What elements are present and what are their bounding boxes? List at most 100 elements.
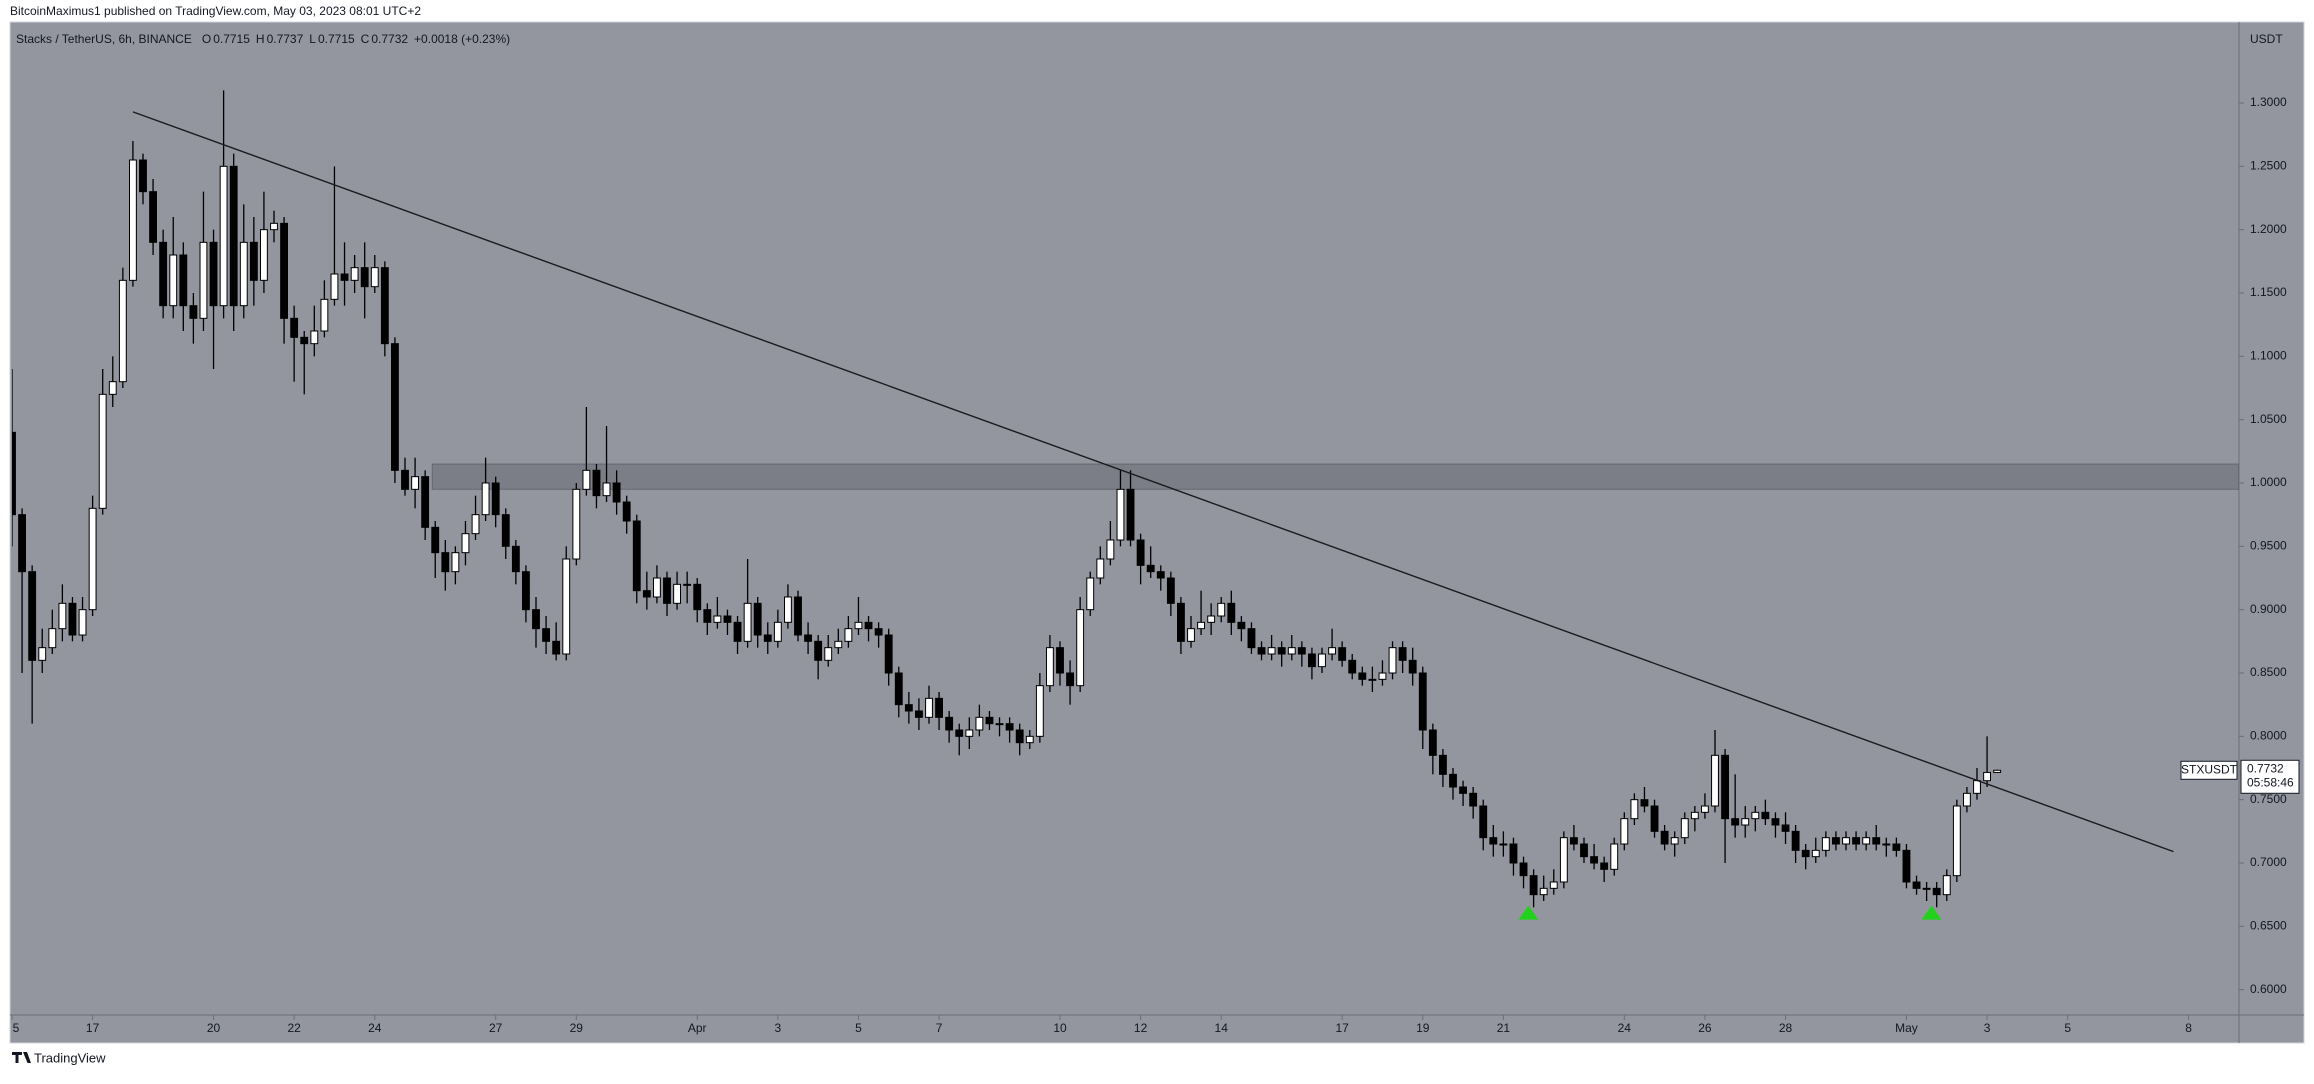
- y-tick-label: 0.7000: [2250, 855, 2287, 869]
- candle-body: [1499, 843, 1508, 846]
- candle-body: [239, 241, 248, 307]
- candle-body: [632, 520, 641, 592]
- candle-body: [1519, 862, 1528, 877]
- x-tick-label: 5: [13, 1021, 20, 1035]
- candle-body: [1630, 799, 1639, 820]
- candle-body: [864, 621, 873, 630]
- brand: TradingView: [34, 1050, 106, 1065]
- trendline: [132, 111, 2174, 853]
- x-tick-label: 24: [368, 1021, 382, 1035]
- y-tick-label: 1.3000: [2250, 95, 2287, 109]
- candle-body: [532, 609, 540, 630]
- candle-body: [794, 596, 802, 636]
- legend-value: 0.7737: [267, 32, 304, 46]
- candle-body: [1156, 571, 1165, 579]
- candle-body: [1640, 799, 1649, 807]
- candle-body: [189, 305, 198, 319]
- x-tick-label: 17: [1335, 1021, 1349, 1035]
- candle-body: [1489, 837, 1498, 845]
- candle-body: [1731, 818, 1740, 826]
- candle-body: [753, 602, 762, 636]
- candle-body: [58, 602, 67, 630]
- candle-body: [854, 621, 863, 630]
- candle-body: [955, 729, 964, 737]
- candle-body: [935, 697, 944, 718]
- y-tick-label: 1.2500: [2250, 159, 2287, 173]
- candle-body: [18, 514, 27, 573]
- candle-body: [259, 229, 268, 281]
- candle-body: [1721, 754, 1730, 820]
- candle-body: [1932, 887, 1941, 896]
- support-marker: [1921, 905, 1942, 920]
- candle-body: [461, 533, 470, 554]
- candle-body: [511, 545, 520, 573]
- candle-body: [219, 165, 228, 307]
- symbol-label: STXUSDT: [2181, 762, 2238, 776]
- candle-body: [1660, 830, 1669, 845]
- x-tick-label: 27: [489, 1021, 503, 1035]
- candle-body: [88, 507, 97, 611]
- candle-body: [48, 628, 57, 649]
- candle-body: [118, 279, 127, 383]
- y-tick-label: 0.9000: [2250, 602, 2287, 616]
- candle-body: [1388, 647, 1397, 674]
- candle-body: [98, 393, 107, 509]
- candle-body: [199, 241, 208, 319]
- x-tick-label: 19: [1416, 1021, 1430, 1035]
- y-tick-label: 0.6500: [2250, 919, 2287, 933]
- candle-body: [834, 640, 843, 649]
- legend-letter: H: [256, 32, 265, 46]
- candle-body: [229, 165, 238, 307]
- candle-body: [1005, 723, 1014, 731]
- candle-body: [1217, 602, 1226, 617]
- x-tick-label: 10: [1053, 1021, 1067, 1035]
- candle-body: [1166, 577, 1175, 604]
- legend-value: 0.7732: [371, 32, 408, 46]
- candle-body: [1952, 805, 1961, 877]
- candle-body: [390, 343, 399, 471]
- candle-body: [209, 241, 218, 307]
- candle-body: [1600, 862, 1609, 870]
- candle-body: [1559, 837, 1568, 883]
- candle-body: [501, 514, 510, 547]
- x-tick-label: 5: [2064, 1021, 2071, 1035]
- candle-body: [1771, 818, 1780, 826]
- candle-body: [894, 672, 903, 706]
- price-badge: [2240, 759, 2300, 794]
- candle-body: [1821, 837, 1830, 851]
- candle-body: [471, 514, 480, 535]
- candle-body: [1620, 818, 1629, 845]
- candle-body: [985, 716, 994, 725]
- x-tick-label: 3: [1984, 1021, 1991, 1035]
- x-tick-label: 28: [1779, 1021, 1793, 1035]
- candle-body: [743, 602, 752, 642]
- candle-body: [1539, 887, 1548, 896]
- candle-body: [139, 159, 147, 193]
- candle-body: [1761, 811, 1770, 820]
- candle-body: [602, 482, 611, 497]
- candle-body: [1086, 577, 1095, 611]
- candle-body: [1650, 805, 1659, 832]
- candle-body: [1277, 647, 1286, 655]
- candle-body: [249, 241, 258, 281]
- x-tick-label: 22: [287, 1021, 301, 1035]
- x-tick-label: 24: [1618, 1021, 1632, 1035]
- candle-body: [1438, 754, 1447, 775]
- legend-value: 0.7715: [213, 32, 250, 46]
- candle-body: [1247, 628, 1256, 649]
- candle-body: [713, 615, 722, 623]
- candle-body: [1882, 843, 1891, 846]
- brand-logo: [12, 1052, 31, 1063]
- candle-body: [1045, 647, 1054, 687]
- candle-body: [1015, 729, 1024, 744]
- resistance-zone: [431, 463, 2239, 490]
- candle-body: [562, 558, 571, 655]
- y-tick-label: 0.8500: [2250, 665, 2287, 679]
- candle-body: [663, 577, 671, 604]
- candle-body: [521, 571, 530, 611]
- candle-body: [1610, 843, 1619, 870]
- candle-body: [965, 729, 974, 737]
- candle-body: [763, 634, 772, 642]
- candle-body: [945, 716, 954, 731]
